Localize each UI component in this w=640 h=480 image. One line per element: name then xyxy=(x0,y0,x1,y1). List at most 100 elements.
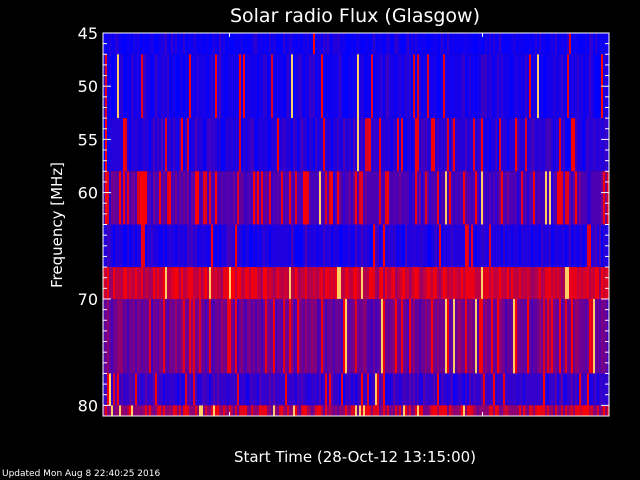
spectrum-cell xyxy=(143,373,145,406)
spectrum-cell xyxy=(509,171,511,225)
spectrum-cell xyxy=(359,373,361,406)
spectrum-cell xyxy=(329,171,331,225)
spectrum-cell xyxy=(579,373,581,406)
spectrum-cell xyxy=(227,267,229,299)
spectrum-cell xyxy=(239,405,241,416)
spectrum-cell xyxy=(575,54,577,119)
spectrum-cell xyxy=(369,373,371,406)
spectrum-cell xyxy=(123,298,125,374)
spectrum-cell xyxy=(561,373,563,406)
spectrum-cell xyxy=(281,33,283,55)
spectrum-cell xyxy=(439,54,441,119)
spectrum-cell xyxy=(485,171,487,225)
spectrum-cell xyxy=(543,298,545,374)
spectrum-cell xyxy=(599,118,601,172)
spectrum-cell xyxy=(177,118,179,172)
spectrum-cell xyxy=(373,373,375,406)
spectrum-cell xyxy=(395,405,397,416)
spectrum-cell xyxy=(599,224,601,268)
spectrum-cell xyxy=(105,171,107,225)
spectrum-cell xyxy=(139,298,141,374)
spectrum-cell xyxy=(377,224,379,268)
spectrum-cell xyxy=(591,267,593,299)
spectrum-cell xyxy=(501,171,503,225)
spectrum-cell xyxy=(301,118,303,172)
frequency-band xyxy=(103,224,609,268)
spectrum-cell xyxy=(539,118,541,172)
spectrum-cell xyxy=(437,405,439,416)
spectrum-cell xyxy=(395,54,397,119)
spectrum-cell xyxy=(387,267,389,299)
spectrum-cell xyxy=(465,171,467,225)
spectrum-cell xyxy=(591,33,593,55)
spectrum-cell xyxy=(461,373,463,406)
spectrum-cell xyxy=(229,298,231,374)
spectrum-cell xyxy=(583,118,585,172)
spectrum-cell xyxy=(369,298,371,374)
spectrum-cell xyxy=(413,267,415,299)
updated-timestamp: Updated Mon Aug 8 22:40:25 2016 xyxy=(2,469,161,479)
spectrum-cell xyxy=(295,33,297,55)
spectrum-cell xyxy=(163,33,165,55)
spectrum-cell xyxy=(501,54,503,119)
spectrum-cell xyxy=(257,373,259,406)
spectrum-cell xyxy=(159,405,161,416)
spectrum-cell xyxy=(199,405,201,416)
spectrum-cell xyxy=(469,267,471,299)
spectrum-cell xyxy=(601,171,603,225)
spectrum-cell xyxy=(189,54,191,119)
spectrum-cell xyxy=(273,298,275,374)
spectrum-cell xyxy=(537,224,539,268)
spectrum-cell xyxy=(361,267,363,299)
spectrum-cell xyxy=(193,298,195,374)
spectrum-cell xyxy=(589,405,591,416)
spectrum-cell xyxy=(525,118,527,172)
spectrum-cell xyxy=(157,267,159,299)
spectrum-cell xyxy=(331,118,333,172)
spectrum-cell xyxy=(299,298,301,374)
spectrum-cell xyxy=(523,118,525,172)
spectrum-cell xyxy=(451,373,453,406)
spectrum-cell xyxy=(119,298,121,374)
spectrum-cell xyxy=(579,171,581,225)
spectrum-cell xyxy=(481,118,483,172)
spectrum-cell xyxy=(601,405,603,416)
spectrum-cell xyxy=(473,405,475,416)
spectrum-cell xyxy=(357,224,359,268)
spectrum-cell xyxy=(485,54,487,119)
spectrum-cell xyxy=(273,405,275,416)
spectrum-cell xyxy=(163,405,165,416)
spectrum-cell xyxy=(253,405,255,416)
spectrum-cell xyxy=(445,298,447,374)
spectrum-cell xyxy=(175,54,177,119)
spectrum-cell xyxy=(427,171,429,225)
spectrum-cell xyxy=(189,171,191,225)
spectrum-cell xyxy=(429,405,431,416)
spectrum-cell xyxy=(151,267,153,299)
spectrum-cell xyxy=(183,33,185,55)
spectrum-cell xyxy=(301,224,303,268)
spectrum-cell xyxy=(169,171,171,225)
spectrum-cell xyxy=(573,267,575,299)
spectrum-cell xyxy=(601,298,603,374)
spectrum-cell xyxy=(439,373,441,406)
spectrum-cell xyxy=(197,33,199,55)
spectrum-cell xyxy=(341,373,343,406)
spectrum-cell xyxy=(167,298,169,374)
spectrum-cell xyxy=(391,33,393,55)
spectrum-cell xyxy=(483,33,485,55)
spectrum-cell xyxy=(571,54,573,119)
spectrum-cell xyxy=(599,267,601,299)
spectrum-cell xyxy=(545,171,547,225)
spectrum-cell xyxy=(207,405,209,416)
spectrum-cell xyxy=(441,298,443,374)
spectrum-cell xyxy=(513,33,515,55)
spectrum-cell xyxy=(559,298,561,374)
spectrum-cell xyxy=(471,373,473,406)
spectrum-cell xyxy=(583,267,585,299)
spectrum-cell xyxy=(561,54,563,119)
spectrum-cell xyxy=(369,267,371,299)
spectrum-cell xyxy=(527,405,529,416)
spectrum-cell xyxy=(571,373,573,406)
spectrum-cell xyxy=(527,298,529,374)
